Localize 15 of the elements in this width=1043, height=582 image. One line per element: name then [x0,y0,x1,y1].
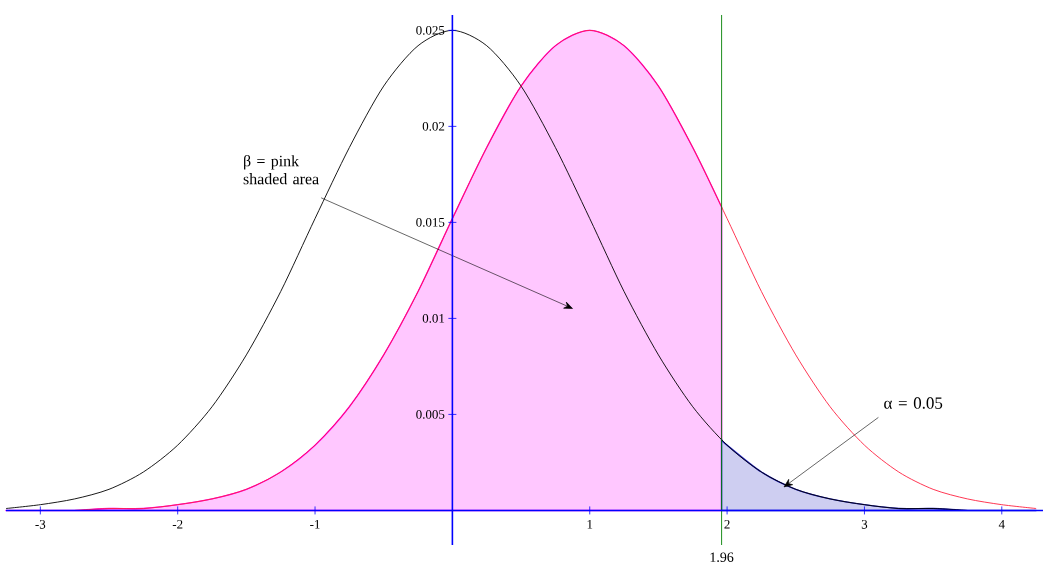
y-tick-label: 0.01 [422,314,445,323]
x-tick-label: 2 [724,519,730,529]
y-tick-label: 0.025 [416,25,445,35]
x-tick-label: 1 [587,519,593,529]
y-tick-label: 0.005 [416,410,445,419]
x-tick-label: -3 [35,519,46,529]
x-tick-label: 4 [998,519,1005,529]
y-tick-label: 0.015 [416,217,445,227]
y-tick-label: 0.02 [422,121,445,131]
x-tick-label: -1 [310,519,320,529]
annotation: α = 0.05 [884,397,943,409]
x-tick-label: -2 [172,519,183,529]
x-tick-label: 3 [861,519,868,529]
ref-line-label: 1.96 [710,552,734,562]
annotation: β = pink shaded area [243,154,319,185]
